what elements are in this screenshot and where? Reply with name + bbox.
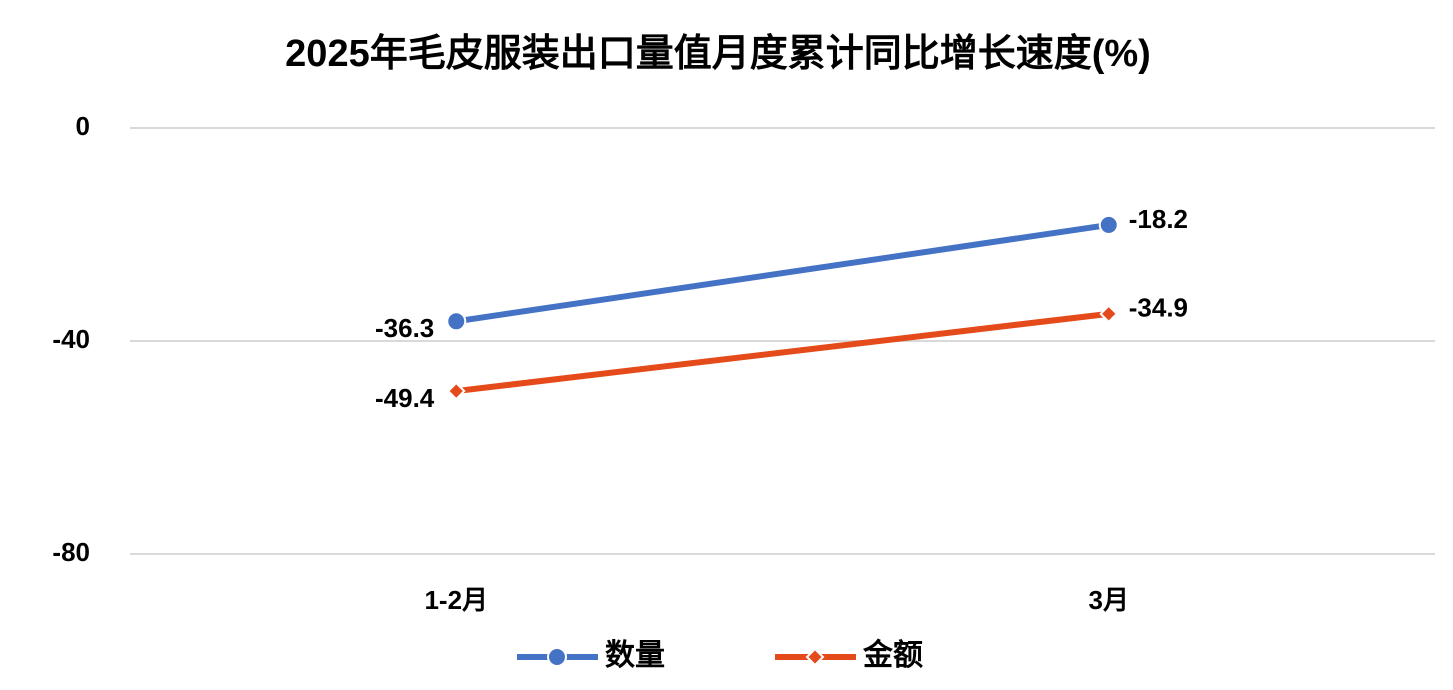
- series-line: [453, 221, 1112, 325]
- point-marker: [1098, 214, 1119, 235]
- y-tick-label: -80: [52, 537, 90, 567]
- data-label: -18.2: [1129, 204, 1188, 234]
- x-tick-label: 1-2月: [424, 585, 488, 615]
- data-label: -34.9: [1129, 293, 1188, 323]
- data-label: -36.3: [375, 313, 434, 343]
- series-line: [453, 310, 1112, 395]
- legend-marker: [547, 647, 567, 667]
- data-label: -49.4: [375, 383, 435, 413]
- legend-label: 金额: [862, 638, 923, 672]
- y-tick-label: -40: [52, 324, 90, 354]
- y-tick-label: 0: [76, 111, 90, 141]
- point-marker: [446, 381, 466, 401]
- legend-marker: [805, 647, 825, 667]
- legend-label: 数量: [605, 639, 665, 672]
- chart-title: 2025年毛皮服装出口量值月度累计同比增长速度(%): [285, 33, 1151, 75]
- point-marker: [446, 311, 467, 332]
- x-tick-label: 3月: [1089, 585, 1129, 615]
- point-marker: [1099, 304, 1119, 324]
